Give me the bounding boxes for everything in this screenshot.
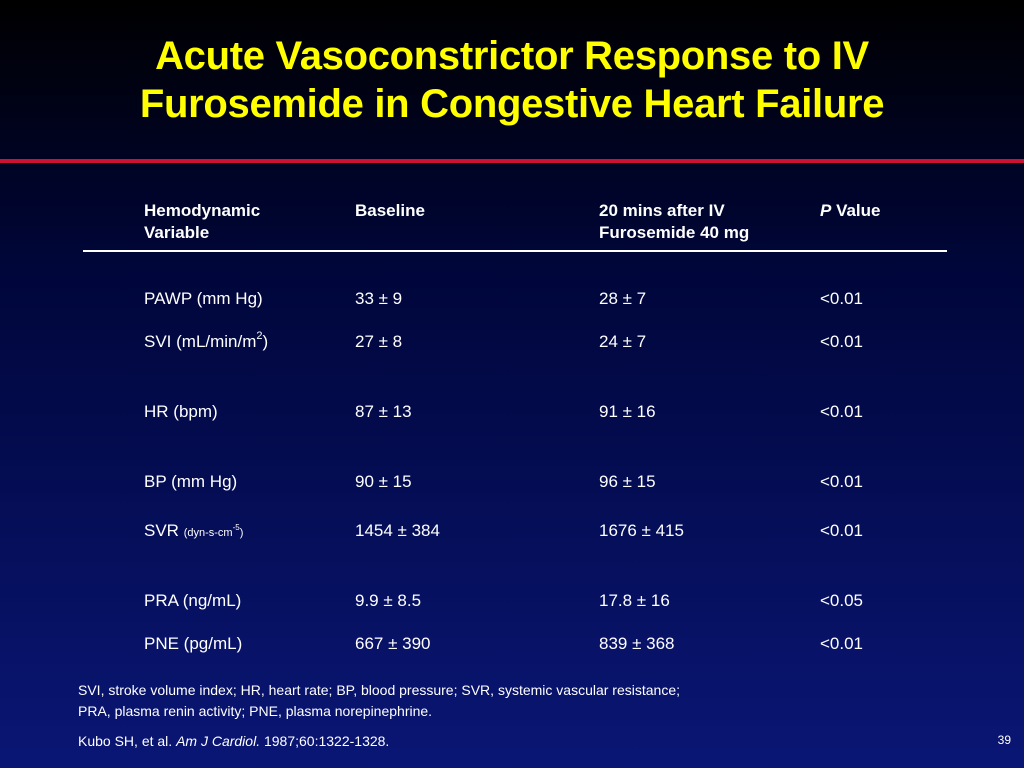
row-svr-unit: (dyn-s-cm-5) — [183, 524, 244, 539]
row-pra-baseline: 9.9 ± 8.5 — [355, 591, 422, 610]
row-svr-variable-text: SVR — [144, 521, 184, 540]
row-svr-p: <0.01 — [820, 521, 864, 540]
row-svi-variable-sup: 2 — [256, 330, 263, 343]
row-svi-variable-text: SVI (mL/min/m — [144, 332, 257, 351]
row-svi-after: 24 ± 7 — [599, 332, 647, 351]
row-pne-after: 839 ± 368 — [599, 634, 675, 653]
header-after-line-2: Furosemide 40 mg — [599, 223, 750, 242]
row-pra-after: 17.8 ± 16 — [599, 591, 670, 610]
slide-title-line-1: Acute Vasoconstrictor Response to IV — [155, 34, 869, 78]
row-pawp-baseline: 33 ± 9 — [355, 289, 403, 308]
row-pra-variable: PRA (ng/mL) — [144, 591, 242, 610]
footnote-line-1: SVI, stroke volume index; HR, heart rate… — [78, 682, 680, 698]
row-bp-variable: BP (mm Hg) — [144, 472, 238, 491]
row-svi-baseline: 27 ± 8 — [355, 332, 403, 351]
row-svr-unit-tail: ) — [239, 527, 244, 539]
row-bp-after: 96 ± 15 — [599, 472, 656, 491]
row-hr-baseline: 87 ± 13 — [355, 402, 412, 421]
row-svr-after: 1676 ± 415 — [599, 521, 684, 540]
page-number: 39 — [997, 733, 1011, 747]
header-p-rest: Value — [831, 201, 881, 220]
title-divider — [0, 159, 1024, 163]
slide-title: Acute Vasoconstrictor Response to IV Fur… — [0, 32, 1024, 128]
row-pawp-after: 28 ± 7 — [599, 289, 647, 308]
row-svi-variable: SVI (mL/min/m2) — [144, 331, 268, 353]
row-svi-variable-tail: ) — [262, 332, 269, 351]
row-pne-p: <0.01 — [820, 634, 864, 653]
row-svr-baseline: 1454 ± 384 — [355, 521, 440, 540]
header-variable-line-1: Hemodynamic — [144, 201, 261, 220]
row-pawp-variable: PAWP (mm Hg) — [144, 289, 263, 308]
row-svi-p: <0.01 — [820, 332, 864, 351]
header-after-furosemide: 20 mins after IV Furosemide 40 mg — [599, 200, 749, 244]
row-bp-baseline: 90 ± 15 — [355, 472, 412, 491]
header-underline — [83, 250, 947, 252]
row-svr-variable: SVR (dyn-s-cm-5) — [144, 520, 243, 544]
citation-authors: Kubo SH, et al. — [78, 733, 177, 749]
citation: Kubo SH, et al. Am J Cardiol. 1987;60:13… — [78, 731, 389, 752]
row-svr-unit-sup: -5 — [232, 523, 240, 533]
citation-details: 1987;60:1322-1328. — [260, 733, 390, 749]
header-variable-line-2: Variable — [144, 223, 210, 242]
footnote-line-2: PRA, plasma renin activity; PNE, plasma … — [78, 703, 433, 719]
citation-journal: Am J Cardiol. — [176, 733, 261, 749]
header-p-value: P Value — [820, 200, 880, 222]
row-hr-after: 91 ± 16 — [599, 402, 656, 421]
row-bp-p: <0.01 — [820, 472, 864, 491]
row-svr-unit-text: (dyn-s-cm — [183, 527, 233, 539]
header-variable: Hemodynamic Variable — [144, 200, 260, 244]
row-hr-p: <0.01 — [820, 402, 864, 421]
abbreviations-footnote: SVI, stroke volume index; HR, heart rate… — [78, 680, 680, 722]
row-pawp-p: <0.01 — [820, 289, 864, 308]
header-after-line-1: 20 mins after IV — [599, 201, 725, 220]
header-p-letter: P — [820, 201, 832, 220]
row-pne-baseline: 667 ± 390 — [355, 634, 431, 653]
row-pne-variable: PNE (pg/mL) — [144, 634, 243, 653]
slide-title-line-2: Furosemide in Congestive Heart Failure — [139, 82, 885, 126]
header-baseline: Baseline — [355, 201, 425, 220]
row-pra-p: <0.05 — [820, 591, 864, 610]
row-hr-variable: HR (bpm) — [144, 402, 218, 421]
